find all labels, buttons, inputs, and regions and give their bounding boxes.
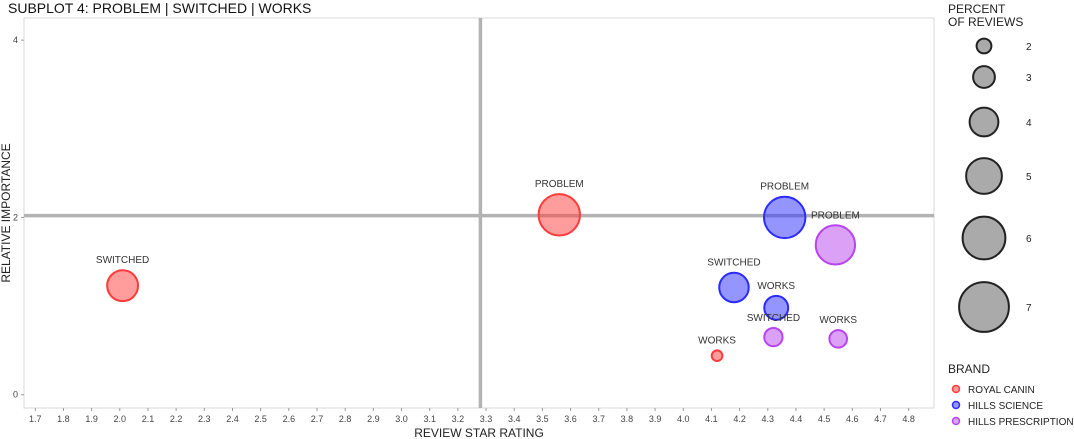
size-legend-key	[975, 37, 993, 55]
bubble-label: SWITCHED	[747, 313, 800, 324]
x-tick-label: 2.2	[170, 414, 183, 424]
y-tick-label: 4	[13, 35, 18, 45]
x-tick-label: 4.1	[705, 414, 718, 424]
bubble-label: WORKS	[757, 281, 795, 292]
x-tick-label: 4.6	[846, 414, 859, 424]
chart-title: SUBPLOT 4: PROBLEM | SWITCHED | WORKS	[8, 0, 312, 16]
bubble-label: SWITCHED	[96, 255, 149, 266]
size-legend-key	[958, 281, 1010, 333]
x-tick-label: 2.9	[367, 414, 380, 424]
x-tick-label: 4.4	[790, 414, 803, 424]
bubble-hills-science-works	[763, 294, 790, 321]
x-tick-label: 3.2	[452, 414, 465, 424]
size-legend-label: 2	[1026, 42, 1032, 53]
size-legend-label: 3	[1026, 73, 1032, 84]
bubble-royal-canin-works	[710, 349, 724, 363]
x-tick-label: 4.5	[818, 414, 831, 424]
bubble-label: PROBLEM	[811, 210, 860, 221]
x-tick-label: 3.4	[508, 414, 521, 424]
x-tick-label: 3.7	[592, 414, 605, 424]
x-tick-label: 2.1	[142, 414, 155, 424]
size-legend-label: 4	[1026, 118, 1032, 129]
size-legend-key	[968, 106, 1000, 138]
x-tick-label: 1.7	[29, 414, 42, 424]
color-legend-key	[951, 384, 961, 394]
color-legend-label: HILLS SCIENCE	[968, 401, 1043, 412]
bubble-hills-science-problem	[762, 195, 807, 240]
x-tick-label: 2.6	[283, 414, 296, 424]
x-tick-label: 3.9	[649, 414, 662, 424]
color-legend-title: BRAND	[948, 362, 990, 376]
bubble-royal-canin-switched	[106, 269, 140, 303]
bubble-hills-prescription-works	[828, 329, 849, 349]
x-tick-label: 2.3	[198, 414, 211, 424]
x-tick-label: 3.5	[536, 414, 549, 424]
bubble-label: WORKS	[698, 335, 736, 346]
bubble-label: PROBLEM	[535, 179, 584, 190]
x-tick-label: 2.4	[226, 414, 239, 424]
x-tick-label: 3.3	[480, 414, 493, 424]
size-legend-key	[972, 65, 996, 89]
color-legend-key	[951, 416, 961, 426]
size-legend-label: 7	[1026, 303, 1032, 314]
size-legend-title: OF REVIEWS	[948, 15, 1023, 29]
bubble-label: PROBLEM	[760, 182, 809, 193]
x-tick-label: 2.5	[254, 414, 267, 424]
x-tick-label: 2.0	[114, 414, 127, 424]
size-legend-key	[961, 215, 1007, 261]
x-tick-label: 4.8	[902, 414, 915, 424]
x-tick-label: 4.0	[677, 414, 690, 424]
size-legend-label: 6	[1026, 234, 1032, 245]
x-axis-label: REVIEW STAR RATING	[414, 426, 544, 439]
x-tick-label: 4.3	[762, 414, 775, 424]
bubble-hills-prescription-problem	[814, 224, 857, 266]
size-legend-label: 5	[1026, 172, 1032, 183]
x-tick-label: 3.0	[395, 414, 408, 424]
size-legend-title: PERCENT	[948, 2, 1006, 16]
x-tick-label: 3.8	[621, 414, 634, 424]
bubble-hills-prescription-switched	[763, 326, 784, 348]
x-tick-label: 1.8	[57, 414, 70, 424]
y-tick-label: 2	[13, 212, 18, 222]
color-legend-label: HILLS PRESCRIPTION	[968, 417, 1074, 428]
bubble-hills-science-switched	[718, 271, 750, 304]
color-legend-label: ROYAL CANIN	[968, 385, 1035, 396]
bubble-label: SWITCHED	[707, 258, 760, 269]
bubble-royal-canin-problem	[537, 193, 581, 237]
x-tick-label: 2.8	[339, 414, 352, 424]
x-tick-label: 3.6	[564, 414, 577, 424]
color-legend-key	[951, 400, 961, 410]
y-axis-label: RELATIVE IMPORTANCE	[0, 143, 13, 282]
x-tick-label: 2.7	[311, 414, 324, 424]
y-tick-label: 0	[13, 390, 18, 400]
x-tick-label: 3.1	[423, 414, 436, 424]
x-tick-label: 4.2	[733, 414, 746, 424]
size-legend-key	[965, 157, 1003, 195]
x-tick-label: 1.9	[85, 414, 98, 424]
x-tick-label: 4.7	[874, 414, 887, 424]
bubble-label: WORKS	[819, 315, 857, 326]
